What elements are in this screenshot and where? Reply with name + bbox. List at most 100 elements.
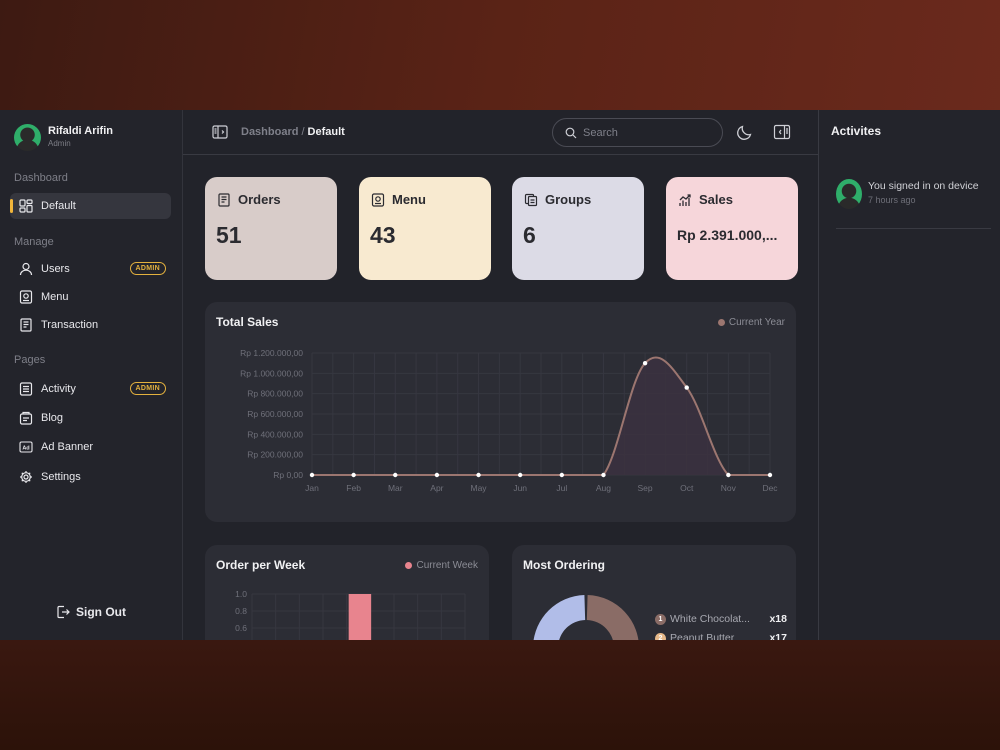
list-item[interactable]: 1 White Chocolat... x18 [655,613,787,625]
panel-toggle-icon[interactable] [773,123,791,141]
donut-slice [533,595,586,640]
x-tick-label: May [471,483,488,493]
activity-message: You signed in on device [868,180,979,192]
activity-time: 7 hours ago [868,195,916,205]
sidebar-item-ad-banner[interactable]: Ad Ad Banner [10,434,171,460]
admin-badge: ADMIN [129,262,166,275]
stat-value: Rp 2.391.000,... [677,227,778,243]
x-tick-label: Mar [388,483,403,493]
order-per-week-panel: Order per Week Current Week 1.0 0.8 0.6 [205,545,489,640]
stat-label: Sales [699,192,733,207]
y-tick-label: 0.8 [235,606,247,616]
total-sales-panel: Total Sales Current Year Rp 0,00 Rp 200.0… [205,302,796,522]
activity-list-icon [19,382,33,396]
page-background [0,640,1000,750]
stat-value: 43 [370,222,396,248]
data-point [434,472,440,478]
data-point [309,472,315,478]
user-profile[interactable]: Rifaldi Arifin Admin [14,124,113,151]
stat-value: 6 [523,222,536,248]
item-name: White Chocolat... [670,613,750,625]
legend-label: Current Year [728,317,785,328]
sidebar-toggle-icon[interactable] [212,124,228,140]
stat-card-orders[interactable]: Orders 51 [205,177,337,280]
svg-text:Ad: Ad [22,446,29,452]
search-input[interactable] [583,126,713,139]
top-header: Dashboard / Default [183,110,818,155]
sidebar-item-users[interactable]: Users ADMIN [10,256,171,282]
stat-card-menu[interactable]: Menu 43 [359,177,491,280]
x-tick-label: Sep [638,483,653,493]
x-tick-label: Jun [513,483,527,493]
grid-layout-icon [19,199,33,213]
y-tick-label: 1.0 [235,589,247,599]
data-point [476,472,481,478]
bar [348,594,372,640]
rank-badge: 1 [655,613,666,625]
data-point [726,472,731,478]
stat-label: Orders [238,192,281,207]
panel-title: Most Ordering [523,558,606,572]
menu-book-icon [19,290,33,304]
chart-legend[interactable]: Current Year [717,317,785,328]
stat-card-sales[interactable]: Sales Rp 2.391.000,... [666,177,798,280]
data-point [642,360,648,366]
sidebar-item-menu[interactable]: Menu [10,284,171,310]
sidebar-item-blog[interactable]: Blog [10,405,171,431]
breadcrumb: Dashboard / Default [241,126,345,138]
order-per-week-chart: 1.0 0.8 0.6 [235,589,466,640]
profile-role: Admin [48,139,71,148]
y-tick-label: Rp 1.200.000,00 [240,348,303,358]
avatar [836,179,862,209]
legend-dot [717,319,725,326]
sidebar-item-label: Transaction [41,319,99,331]
y-tick-label: 0.6 [235,623,247,633]
x-tick-label: Jan [305,483,319,493]
sidebar-item-label: Ad Banner [41,441,93,453]
y-tick-label: Rp 1.000.000,00 [240,368,303,378]
sign-out-icon [56,605,70,619]
x-tick-label: Oct [680,483,694,493]
profile-name: Rifaldi Arifin [48,125,113,137]
sidebar-item-default[interactable]: Default [10,193,171,219]
sales-area [312,357,770,475]
list-item[interactable]: 2 Peanut Butter x17 [655,632,787,640]
sign-out-label: Sign Out [76,605,126,619]
item-qty: x17 [769,632,787,640]
item-name: Peanut Butter [670,632,735,640]
donut-slice [586,595,639,640]
data-point [559,472,565,478]
chart-legend[interactable]: Current Week [405,560,478,571]
sign-out-button[interactable]: Sign Out [56,605,126,619]
legend-label: Current Week [416,560,478,571]
sidebar-item-label: Default [41,200,76,212]
item-qty: x18 [769,613,787,625]
most-ordering-donut-chart [533,595,639,640]
search-box[interactable] [552,118,723,147]
avatar [14,124,41,151]
breadcrumb-separator: / [301,126,305,138]
x-tick-label: Dec [762,483,778,493]
sales-chart-icon [679,193,691,206]
blog-icon [19,411,33,425]
sidebar-item-transaction[interactable]: Transaction [10,312,171,338]
sidebar-item-activity[interactable]: Activity ADMIN [10,376,171,402]
data-point [351,472,356,478]
breadcrumb-root[interactable]: Dashboard [241,126,299,138]
groups-icon [524,193,538,206]
activity-item[interactable]: You signed in on device 7 hours ago [836,179,979,209]
sidebar-item-label: Menu [41,291,69,303]
rank-badge: 2 [655,632,666,640]
dashboard-app: Rifaldi Arifin Admin Dashboard Default M… [0,110,1000,640]
stat-label: Groups [545,192,592,207]
moon-icon[interactable] [736,123,754,141]
stat-card-groups[interactable]: Groups 6 [512,177,644,280]
data-point [517,472,523,478]
sidebar-item-settings[interactable]: Settings [10,464,171,490]
breadcrumb-current: Default [307,126,345,138]
receipt-icon [218,192,230,207]
activities-panel: Activites You signed in on device 7 hour… [818,110,1000,640]
data-point [767,472,773,478]
data-point [393,472,398,478]
sidebar-item-label: Settings [41,471,81,483]
